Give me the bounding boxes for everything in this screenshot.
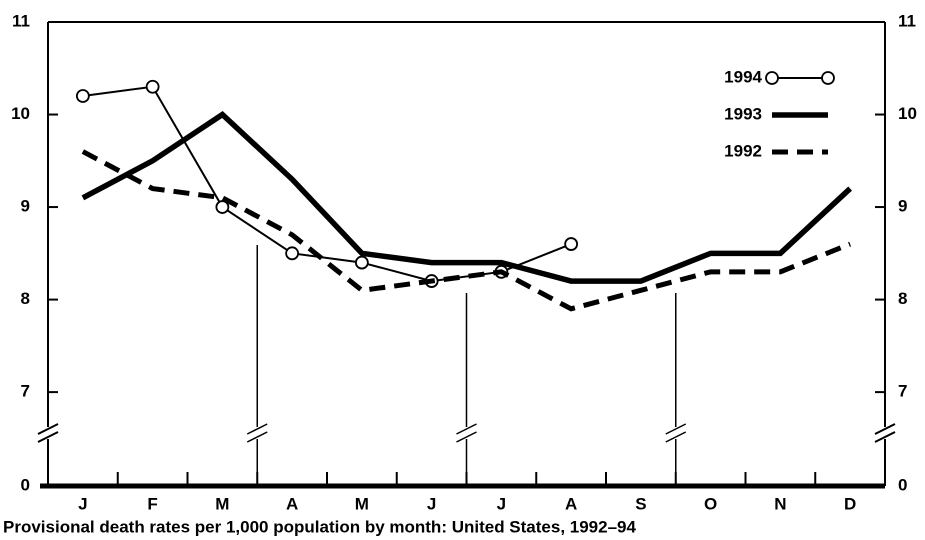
y2-tick-label: 8 [898, 289, 907, 308]
x-tick-label: M [355, 494, 369, 513]
legend-marker [821, 71, 835, 85]
axis-break [665, 423, 687, 435]
y2-tick-label: 9 [898, 197, 907, 216]
data-point [354, 255, 369, 270]
axis-break [456, 431, 477, 443]
y-tick-label: 11 [12, 11, 30, 30]
x-tick-label: A [565, 494, 577, 513]
x-tick-label: N [774, 494, 786, 513]
x-tick-label: A [286, 494, 298, 513]
axis-break [246, 423, 268, 435]
axis-break [456, 423, 477, 435]
y-tick-label: 8 [21, 289, 30, 308]
series-line [81, 149, 852, 312]
x-tick-label: D [844, 494, 856, 513]
y2-tick-label: 7 [898, 382, 907, 401]
data-point [75, 89, 90, 103]
legend-label: 1992 [724, 141, 762, 160]
axis-break [37, 423, 59, 435]
x-tick-label: J [78, 494, 87, 513]
axis-break [37, 431, 59, 443]
chart-title: Provisional death rates per 1,000 popula… [3, 517, 637, 536]
data-point [145, 79, 160, 94]
series-line [81, 111, 852, 284]
x-tick-label: J [497, 494, 506, 513]
y-tick-label: 0 [21, 475, 30, 494]
x-tick-label: J [427, 494, 436, 513]
y-tick-label: 9 [21, 197, 30, 216]
x-tick-label: M [215, 494, 229, 513]
y-tick-label: 10 [11, 104, 30, 123]
axis-break [874, 431, 896, 443]
data-point [215, 200, 230, 214]
legend-marker [765, 71, 779, 85]
y2-tick-label: 11 [898, 11, 916, 30]
x-tick-label: S [635, 494, 646, 513]
legend-label: 1994 [724, 67, 762, 86]
data-point [564, 237, 579, 251]
y-tick-label: 7 [21, 382, 30, 401]
x-tick-label: F [147, 494, 157, 513]
legend-label: 1993 [724, 104, 762, 123]
axis-break [246, 431, 268, 443]
x-tick-label: O [704, 494, 717, 513]
axis-break [874, 423, 896, 435]
y2-tick-label: 0 [898, 475, 907, 494]
y2-tick-label: 10 [898, 104, 917, 123]
data-point [285, 246, 300, 261]
series-line [82, 85, 572, 283]
axis-break [665, 431, 687, 443]
